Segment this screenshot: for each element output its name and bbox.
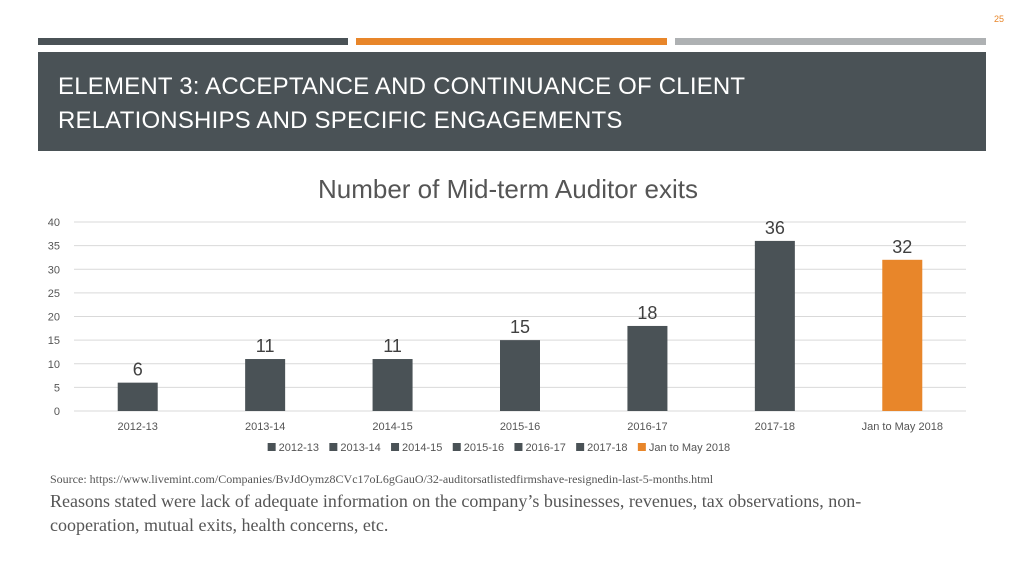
legend-swatch — [576, 443, 585, 451]
slide-title: ELEMENT 3: ACCEPTANCE AND CONTINUANCE OF… — [58, 73, 745, 134]
x-tick-label: 2015-16 — [500, 421, 540, 433]
legend-swatch — [329, 443, 338, 451]
y-tick-label: 25 — [48, 288, 60, 300]
bar — [500, 340, 540, 411]
x-tick-label: 2013-14 — [245, 421, 285, 433]
title-banner: ELEMENT 3: ACCEPTANCE AND CONTINUANCE OF… — [38, 52, 986, 151]
bar — [117, 382, 158, 411]
y-tick-label: 20 — [48, 312, 60, 324]
legend-swatch — [514, 443, 523, 451]
bar — [245, 359, 286, 411]
x-tick-label: 2012-13 — [118, 421, 158, 433]
y-tick-label: 30 — [48, 264, 60, 276]
x-tick-label: 2016-17 — [627, 421, 667, 433]
data-label: 6 — [133, 360, 143, 380]
data-label: 18 — [637, 303, 657, 323]
source-note: Source: https://www.livemint.com/Compani… — [50, 472, 714, 486]
bar-chart: Number of Mid-term Auditor exits 0 5 10 15 20… — [48, 174, 966, 454]
y-tick-label: 40 — [48, 217, 60, 229]
x-tick-label: 2017-18 — [755, 421, 795, 433]
data-label: 15 — [510, 317, 530, 337]
decorative-bar-gray — [675, 38, 986, 45]
legend-swatch — [452, 443, 461, 451]
bar — [882, 259, 923, 411]
legend-label: 2014-15 — [402, 442, 442, 454]
legend-label: 2015-16 — [464, 442, 504, 454]
legend-label: Jan to May 2018 — [649, 442, 730, 454]
reasons-text: Reasons stated were lack of adequate inf… — [50, 491, 862, 535]
legend-label: 2012-13 — [279, 442, 319, 454]
bar — [754, 240, 795, 411]
y-tick-label: 35 — [48, 241, 60, 253]
legend-swatch — [391, 443, 400, 451]
bar — [372, 359, 413, 411]
data-label: 11 — [256, 336, 275, 356]
chart-title: Number of Mid-term Auditor exits — [318, 174, 698, 204]
data-label: 36 — [765, 218, 785, 238]
decorative-bar-orange — [356, 38, 667, 45]
y-tick-label: 0 — [54, 406, 60, 418]
y-tick-label: 15 — [48, 335, 60, 347]
y-tick-label: 10 — [48, 359, 60, 371]
legend-label: 2016-17 — [525, 442, 565, 454]
legend-label: 2013-14 — [340, 442, 380, 454]
decorative-bar-dark — [38, 38, 348, 45]
bar — [627, 325, 668, 411]
x-tick-label: Jan to May 2018 — [862, 421, 943, 433]
data-label: 32 — [892, 237, 912, 257]
y-tick-label: 5 — [54, 382, 60, 394]
x-tick-label: 2014-15 — [372, 421, 412, 433]
legend-label: 2017-18 — [587, 442, 627, 454]
legend-swatch — [637, 443, 646, 451]
legend-swatch — [267, 443, 276, 451]
page-number: 25 — [993, 14, 1004, 24]
data-label: 11 — [383, 336, 402, 356]
